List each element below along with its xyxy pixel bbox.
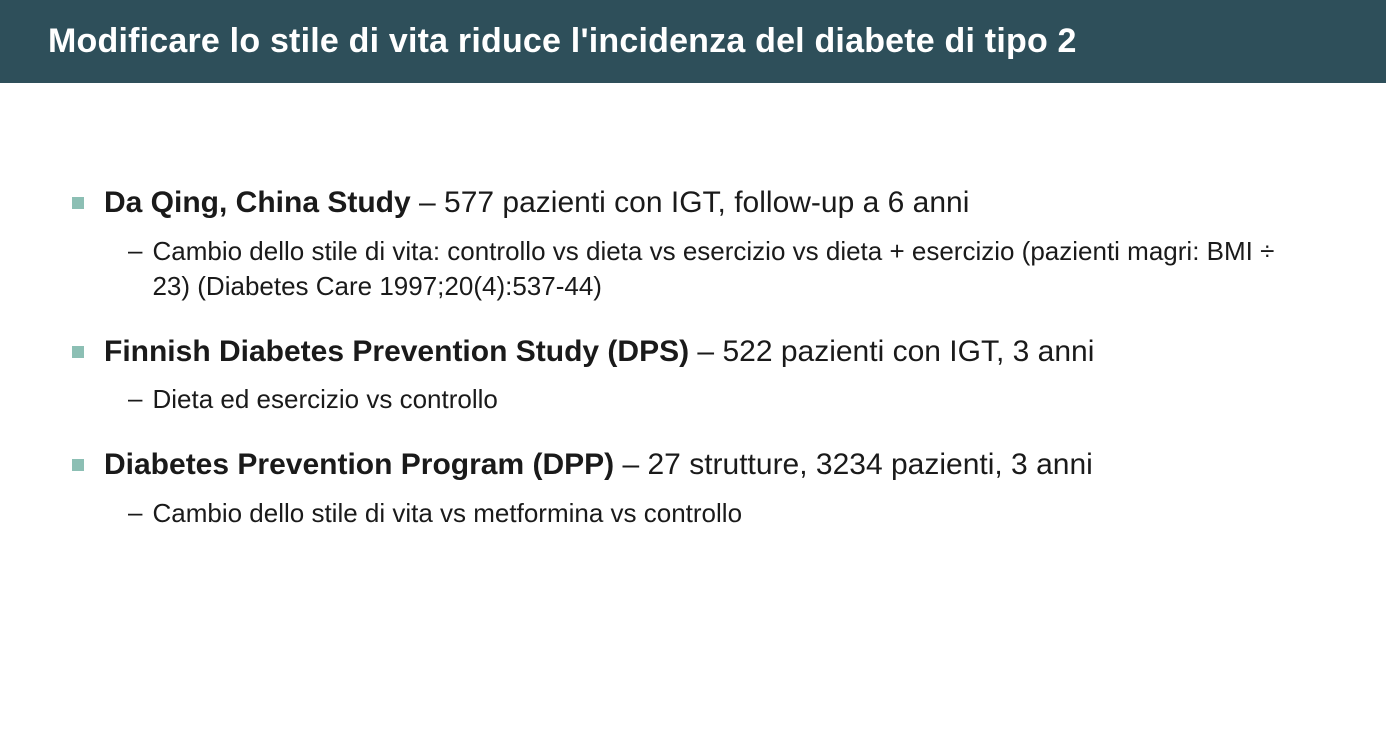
study-detail: Cambio dello stile di vita vs metformina… <box>152 496 742 531</box>
study-detail: Cambio dello stile di vita: controllo vs… <box>152 234 1314 304</box>
square-bullet-icon <box>72 459 84 471</box>
study-item: Da Qing, China Study – 577 pazienti con … <box>72 183 1314 304</box>
dash-icon: – <box>128 383 142 414</box>
square-bullet-icon <box>72 346 84 358</box>
study-title-line: Diabetes Prevention Program (DPP) – 27 s… <box>104 445 1093 486</box>
study-title-line: Finnish Diabetes Prevention Study (DPS) … <box>104 332 1094 373</box>
study-item: Diabetes Prevention Program (DPP) – 27 s… <box>72 445 1314 531</box>
study-name: Diabetes Prevention Program (DPP) <box>104 448 614 481</box>
study-detail-row: – Dieta ed esercizio vs controllo <box>128 382 1314 417</box>
study-detail-row: – Cambio dello stile di vita: controllo … <box>128 234 1314 304</box>
study-title-line: Da Qing, China Study – 577 pazienti con … <box>104 183 969 224</box>
dash-icon: – <box>128 235 142 266</box>
study-detail: Dieta ed esercizio vs controllo <box>152 382 497 417</box>
square-bullet-icon <box>72 197 84 209</box>
study-detail-row: – Cambio dello stile di vita vs metformi… <box>128 496 1314 531</box>
slide-header: Modificare lo stile di vita riduce l'inc… <box>0 0 1386 83</box>
study-name: Finnish Diabetes Prevention Study (DPS) <box>104 335 689 368</box>
slide-title: Modificare lo stile di vita riduce l'inc… <box>48 22 1338 61</box>
study-name: Da Qing, China Study <box>104 186 411 219</box>
slide-content: Da Qing, China Study – 577 pazienti con … <box>0 83 1386 599</box>
study-summary: – 27 strutture, 3234 pazienti, 3 anni <box>614 448 1093 481</box>
study-summary: – 522 pazienti con IGT, 3 anni <box>689 335 1094 368</box>
bullet-row: Finnish Diabetes Prevention Study (DPS) … <box>72 332 1314 373</box>
study-item: Finnish Diabetes Prevention Study (DPS) … <box>72 332 1314 418</box>
bullet-row: Diabetes Prevention Program (DPP) – 27 s… <box>72 445 1314 486</box>
bullet-row: Da Qing, China Study – 577 pazienti con … <box>72 183 1314 224</box>
dash-icon: – <box>128 497 142 528</box>
study-summary: – 577 pazienti con IGT, follow-up a 6 an… <box>411 186 970 219</box>
